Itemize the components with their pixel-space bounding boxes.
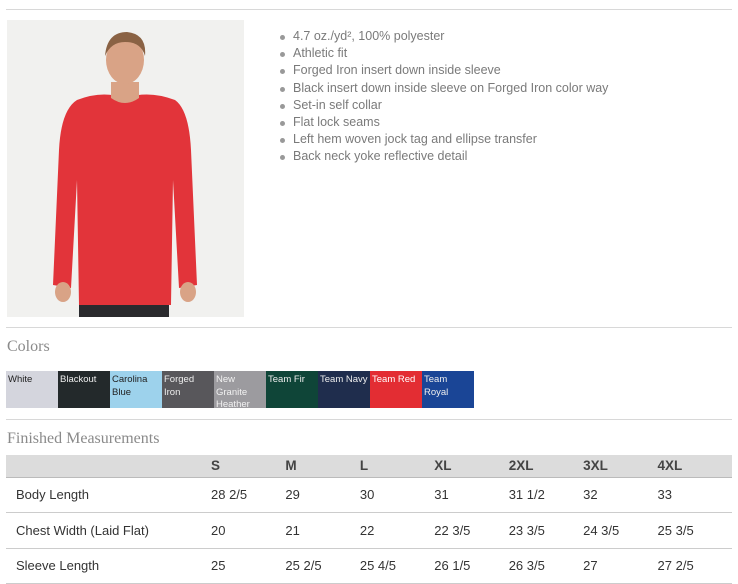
table-row: Body Length 28 2/5 29 30 31 31 1/2 32 33 [6, 477, 732, 513]
color-swatch[interactable]: White [6, 371, 58, 408]
feature-item: 4.7 oz./yd², 100% polyester [278, 28, 608, 45]
feature-item: Athletic fit [278, 45, 608, 62]
row-label: Chest Width (Laid Flat) [6, 512, 211, 549]
table-cell: 21 [285, 512, 360, 549]
table-cell: 20 [211, 512, 286, 549]
column-header: M [285, 455, 360, 478]
table-cell: 25 2/5 [285, 548, 360, 584]
table-cell: 31 1/2 [508, 477, 584, 513]
measurements-title: Finished Measurements [7, 430, 160, 447]
color-swatch[interactable]: Team Royal [422, 371, 474, 408]
color-swatches: White Blackout Carolina Blue Forged Iron New… [6, 371, 474, 408]
table-cell: 22 [359, 512, 435, 549]
column-header: 3XL [583, 455, 658, 478]
divider [6, 9, 732, 10]
table-cell: 25 4/5 [359, 548, 435, 584]
table-header-row: S M L XL 2XL 3XL 4XL [6, 455, 732, 478]
divider [6, 327, 732, 328]
table-row: Chest Width (Laid Flat) 20 21 22 22 3/5 23 3/… [6, 512, 732, 549]
feature-list: 4.7 oz./yd², 100% polyester Athletic fit… [278, 28, 608, 166]
feature-item: Black insert down inside sleeve on Forge… [278, 80, 608, 97]
table-cell: 32 [583, 477, 658, 513]
table-cell: 30 [359, 477, 435, 513]
table-cell: 26 3/5 [508, 548, 584, 584]
table-cell: 29 [285, 477, 360, 513]
color-swatch[interactable]: Carolina Blue [110, 371, 162, 408]
column-header: XL [434, 455, 509, 478]
table-cell: 25 3/5 [657, 512, 732, 549]
colors-title: Colors [7, 338, 50, 355]
color-swatch[interactable]: New Granite Heather [214, 371, 266, 408]
column-header: L [359, 455, 435, 478]
row-label: Sleeve Length [6, 548, 211, 584]
feature-item: Back neck yoke reflective detail [278, 148, 608, 165]
table-cell: 25 [211, 548, 286, 584]
divider [6, 419, 732, 420]
table-cell: 23 3/5 [508, 512, 584, 549]
table-cell: 31 [434, 477, 509, 513]
column-header: S [211, 455, 286, 478]
row-label: Body Length [6, 477, 211, 513]
table-cell: 28 2/5 [211, 477, 286, 513]
table-cell: 24 3/5 [583, 512, 658, 549]
measurements-table: S M L XL 2XL 3XL 4XL Body Length 28 2/5 29 30 31 31… [6, 455, 732, 584]
feature-item: Forged Iron insert down inside sleeve [278, 62, 608, 79]
column-header [6, 455, 211, 478]
color-swatch[interactable]: Team Fir [266, 371, 318, 408]
table-cell: 26 1/5 [434, 548, 509, 584]
table-cell: 33 [657, 477, 732, 513]
color-swatch[interactable]: Team Red [370, 371, 422, 408]
color-swatch[interactable]: Blackout [58, 371, 110, 408]
feature-item: Flat lock seams [278, 114, 608, 131]
color-swatch[interactable]: Forged Iron [162, 371, 214, 408]
color-swatch[interactable]: Team Navy [318, 371, 370, 408]
table-cell: 27 [583, 548, 658, 584]
feature-item: Left hem woven jock tag and ellipse tran… [278, 131, 608, 148]
column-header: 4XL [657, 455, 732, 478]
product-photo [7, 20, 244, 317]
column-header: 2XL [508, 455, 584, 478]
table-row: Sleeve Length 25 25 2/5 25 4/5 26 1/5 26 3/5 2… [6, 548, 732, 584]
table-cell: 22 3/5 [434, 512, 509, 549]
table-cell: 27 2/5 [657, 548, 732, 584]
feature-item: Set-in self collar [278, 97, 608, 114]
